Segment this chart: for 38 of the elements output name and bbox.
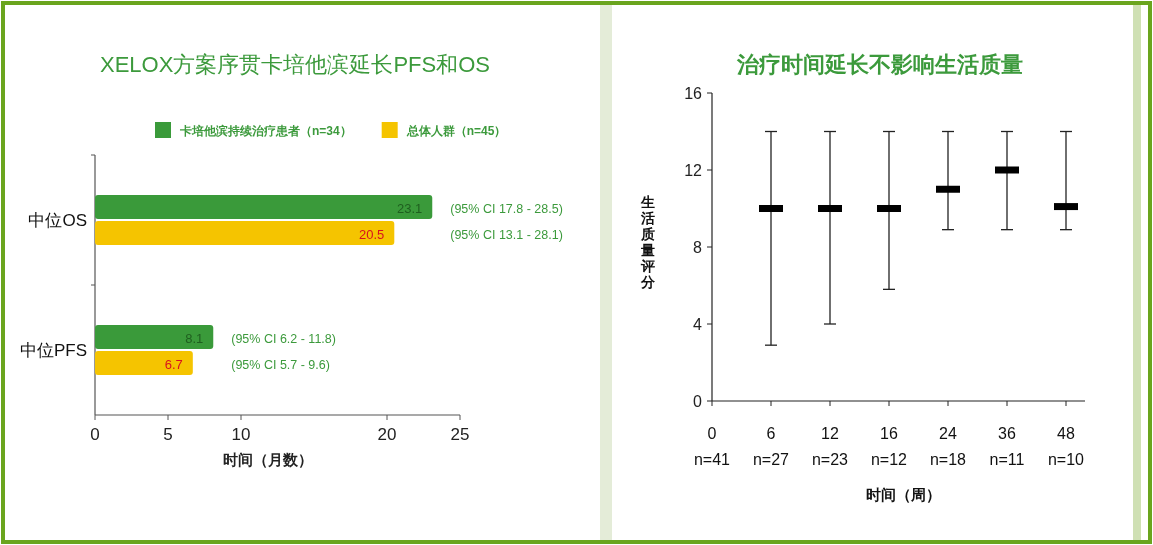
x-axis-title: 时间（月数） <box>222 451 313 468</box>
bar <box>95 351 193 375</box>
x-tick-label: 36 n=11 <box>989 425 1025 468</box>
x-axis-title: 时间（周） <box>866 486 941 503</box>
annotation: (95% CI 13.1 - 28.1) <box>450 228 563 242</box>
y-axis-title: 生活质量评分 <box>640 194 656 290</box>
x-tick-label: 48 n=10 <box>1047 425 1085 468</box>
y-tick-label: 8 <box>693 239 703 256</box>
x-tick-label: 0 <box>90 425 100 444</box>
bar <box>95 325 214 349</box>
chart-title: 治疗时间延长不影响生活质量 <box>736 52 1023 77</box>
x-tick-label: 20 <box>377 425 397 444</box>
annotation: (95% CI 5.7 - 9.6) <box>231 358 330 372</box>
annotation: (95% CI 17.8 - 28.5) <box>450 202 563 216</box>
x-tick-label: 12 n=23 <box>811 425 849 468</box>
data-label: 6.7 <box>164 357 183 372</box>
y-tick-label: 16 <box>684 85 703 102</box>
x-tick-label: 0 n=41 <box>693 425 731 468</box>
x-tick-label: 6 n=27 <box>752 425 790 468</box>
legend-label: 卡培他滨持续治疗患者（n=34） <box>179 124 352 138</box>
x-tick-label: 10 <box>231 425 251 444</box>
annotation: (95% CI 6.2 - 11.8) <box>231 332 336 346</box>
chart-title: XELOX方案序贯卡培他滨延长PFS和OS <box>100 52 490 77</box>
x-tick-label: 25 <box>450 425 470 444</box>
y-tick-label: 0 <box>693 393 703 410</box>
legend-label: 总体人群（n=45） <box>405 124 507 138</box>
y-tick-label: 中位OS <box>28 211 87 230</box>
x-tick-label: 16 n=12 <box>870 425 908 468</box>
y-tick-label: 12 <box>684 162 703 179</box>
data-label: 20.5 <box>358 227 385 242</box>
bar <box>95 195 433 219</box>
y-tick-label: 4 <box>693 316 703 333</box>
x-tick-label: 24 n=18 <box>929 425 967 468</box>
y-tick-label: 中位PFS <box>19 341 87 360</box>
data-label: 23.1 <box>396 201 423 216</box>
data-label: 8.1 <box>185 331 204 346</box>
bar <box>95 221 395 245</box>
x-tick-label: 5 <box>163 425 173 444</box>
